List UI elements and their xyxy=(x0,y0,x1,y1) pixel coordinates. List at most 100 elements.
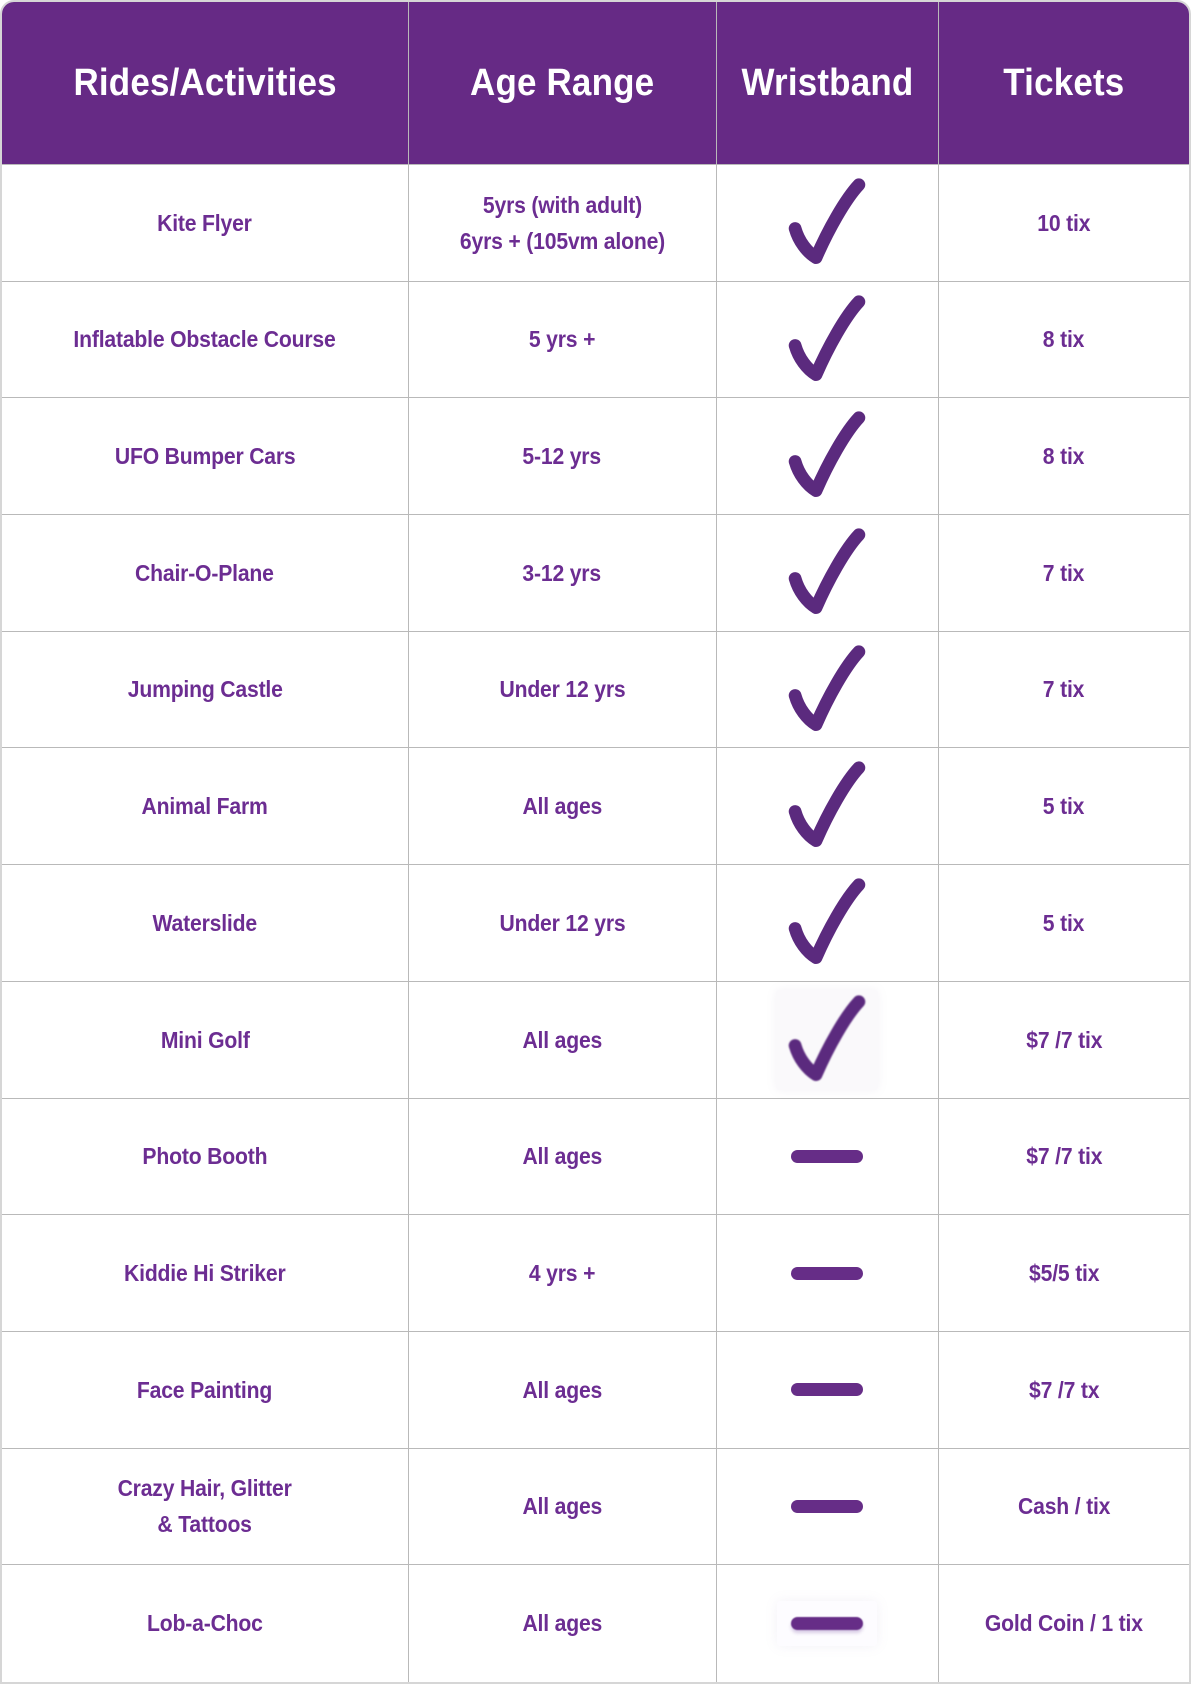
ride-name-cell: Crazy Hair, Glitter & Tattoos xyxy=(2,1448,409,1566)
ride-name-cell: UFO Bumper Cars xyxy=(2,398,409,516)
wristband-cell xyxy=(716,865,939,982)
age-range-line-block: All ages xyxy=(522,1372,602,1408)
age-range-line-block: 5 yrs + xyxy=(528,321,596,357)
age-range-cell: Under 12 yrs xyxy=(408,865,717,982)
tickets-cell: $7 /7 tix xyxy=(938,1098,1189,1216)
age-range-cell: 5-12 yrs xyxy=(408,398,717,516)
checkmark-icon xyxy=(786,527,868,619)
ride-name-line: Lob-a-Choc xyxy=(146,1610,263,1637)
ride-name-cell: Chair-O-Plane xyxy=(2,515,409,632)
ride-name-line-block: Jumping Castle xyxy=(127,671,282,707)
checkmark-icon xyxy=(786,760,868,852)
age-range-cell: All ages xyxy=(408,1331,717,1449)
wristband-cell xyxy=(716,1565,939,1682)
age-range-line-block: Under 12 yrs xyxy=(499,905,625,941)
column-header-label: Wristband xyxy=(741,61,914,104)
column-header-tickets: Tickets xyxy=(938,2,1189,165)
age-range-line: All ages xyxy=(522,1376,602,1403)
ride-name-line: Mini Golf xyxy=(160,1026,250,1053)
wristband-cell xyxy=(716,748,939,866)
dash-icon xyxy=(791,1499,864,1513)
ride-name-line: Crazy Hair, Glitter xyxy=(117,1475,292,1502)
dash-bar xyxy=(791,1383,864,1397)
ride-name-line: Kite Flyer xyxy=(157,209,253,236)
dash-icon xyxy=(791,1149,864,1163)
tickets-value: 8 tix xyxy=(1043,443,1085,470)
age-range-cell: Under 12 yrs xyxy=(408,631,717,749)
dash-icon xyxy=(791,1266,864,1280)
age-range-cell: All ages xyxy=(408,981,717,1099)
checkmark-icon xyxy=(786,410,868,502)
wristband-cell xyxy=(716,1448,939,1566)
dash-bar xyxy=(791,1617,864,1631)
ride-name-line-block: Lob-a-Choc xyxy=(147,1605,263,1641)
ride-name-line: UFO Bumper Cars xyxy=(114,443,296,470)
ride-name-cell: Photo Booth xyxy=(2,1098,409,1216)
ride-name-line: Waterslide xyxy=(152,909,258,936)
ride-name-line-block: Kiddie Hi Striker xyxy=(124,1255,286,1291)
tickets-cell: $7 /7 tx xyxy=(938,1331,1189,1449)
checkmark-icon xyxy=(786,644,868,736)
tickets-cell: Cash / tix xyxy=(938,1448,1189,1566)
ride-name-cell: Jumping Castle xyxy=(2,631,409,749)
column-header-age-range: Age Range xyxy=(408,2,717,165)
age-range-line: Under 12 yrs xyxy=(499,676,626,703)
ride-name-line: Kiddie Hi Striker xyxy=(124,1259,286,1286)
tickets-cell: $5/5 tix xyxy=(938,1215,1189,1332)
age-range-line-block: All ages xyxy=(522,1138,602,1174)
wristband-cell xyxy=(716,1331,939,1449)
ride-name-line: Chair-O-Plane xyxy=(135,559,275,586)
column-header-rides-activities: Rides/Activities xyxy=(2,2,409,165)
age-range-line-block: 3-12 yrs xyxy=(523,555,602,591)
tickets-cell: 8 tix xyxy=(938,281,1189,399)
age-range-line: All ages xyxy=(522,1143,602,1170)
age-range-line-block: All ages xyxy=(522,1022,602,1058)
age-range-line-block: All ages xyxy=(522,1605,602,1641)
tickets-cell: 10 tix xyxy=(938,165,1189,282)
age-range-line: 6yrs + (105vm alone) xyxy=(459,227,665,254)
age-range-line: All ages xyxy=(522,1026,602,1053)
tickets-value: 5 tix xyxy=(1043,909,1085,936)
column-header-label: Rides/Activities xyxy=(73,61,337,104)
tickets-cell: 5 tix xyxy=(938,748,1189,866)
tickets-cell: 5 tix xyxy=(938,865,1189,982)
dash-bar xyxy=(791,1266,864,1280)
checkmark-icon xyxy=(786,877,868,969)
ride-name-cell: Kite Flyer xyxy=(2,165,409,282)
tickets-value: Gold Coin / 1 tix xyxy=(984,1610,1143,1637)
dash-bar xyxy=(791,1149,864,1163)
ride-name-line-block: Animal Farm xyxy=(142,788,268,824)
age-range-line: All ages xyxy=(522,793,602,820)
age-range-line-block: Under 12 yrs xyxy=(499,671,625,707)
tickets-value: $7 /7 tix xyxy=(1025,1143,1102,1170)
age-range-line-block: All ages xyxy=(522,1488,602,1524)
column-header-label: Tickets xyxy=(1003,61,1125,104)
age-range-line: 5-12 yrs xyxy=(522,443,602,470)
age-range-line-block: 4 yrs + xyxy=(529,1255,596,1291)
ride-name-line-block: Kite Flyer xyxy=(158,205,253,241)
age-range-line: All ages xyxy=(522,1493,602,1520)
age-range-cell: 5yrs (with adult) 6yrs + (105vm alone) xyxy=(408,165,717,282)
wristband-cell xyxy=(716,981,939,1099)
ride-name-line-block: Face Painting xyxy=(137,1372,272,1408)
ride-name-cell: Lob-a-Choc xyxy=(2,1565,409,1682)
dash-bar xyxy=(791,1499,864,1513)
tickets-cell: 7 tix xyxy=(938,515,1189,632)
age-range-line-block: 5-12 yrs xyxy=(523,438,602,474)
checkmark-icon xyxy=(786,177,868,269)
tickets-value: Cash / tix xyxy=(1017,1493,1111,1520)
tickets-value: 10 tix xyxy=(1037,209,1091,236)
age-range-cell: 4 yrs + xyxy=(408,1215,717,1332)
ride-name-line: Photo Booth xyxy=(142,1143,268,1170)
ride-name-line: Animal Farm xyxy=(141,793,268,820)
age-range-cell: All ages xyxy=(408,1565,717,1682)
ride-name-line-block: Waterslide xyxy=(152,905,258,941)
age-range-line: 5 yrs + xyxy=(528,326,596,353)
age-range-cell: All ages xyxy=(408,1448,717,1566)
ride-name-line-block: Inflatable Obstacle Course xyxy=(74,321,336,357)
ride-name-cell: Inflatable Obstacle Course xyxy=(2,281,409,399)
age-range-line: 3-12 yrs xyxy=(522,559,602,586)
ride-name-cell: Animal Farm xyxy=(2,748,409,866)
